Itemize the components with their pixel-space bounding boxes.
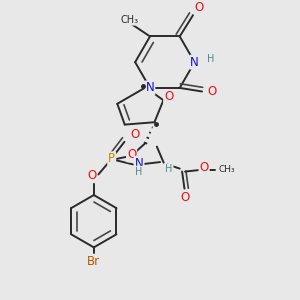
Text: O: O bbox=[181, 190, 190, 204]
Text: P: P bbox=[108, 152, 115, 165]
Text: N: N bbox=[146, 81, 154, 94]
Text: N: N bbox=[135, 157, 143, 170]
Text: H: H bbox=[165, 164, 173, 174]
Text: O: O bbox=[164, 90, 173, 103]
Text: O: O bbox=[127, 148, 136, 161]
Text: CH₃: CH₃ bbox=[120, 15, 138, 25]
Text: Br: Br bbox=[87, 255, 101, 268]
Text: CH₃: CH₃ bbox=[218, 165, 235, 174]
Text: H: H bbox=[207, 54, 214, 64]
Text: N: N bbox=[190, 56, 199, 69]
Text: O: O bbox=[130, 128, 139, 141]
Text: O: O bbox=[87, 169, 96, 182]
Text: H: H bbox=[135, 167, 143, 177]
Text: O: O bbox=[200, 160, 209, 174]
Text: O: O bbox=[194, 1, 204, 14]
Text: O: O bbox=[208, 85, 217, 98]
